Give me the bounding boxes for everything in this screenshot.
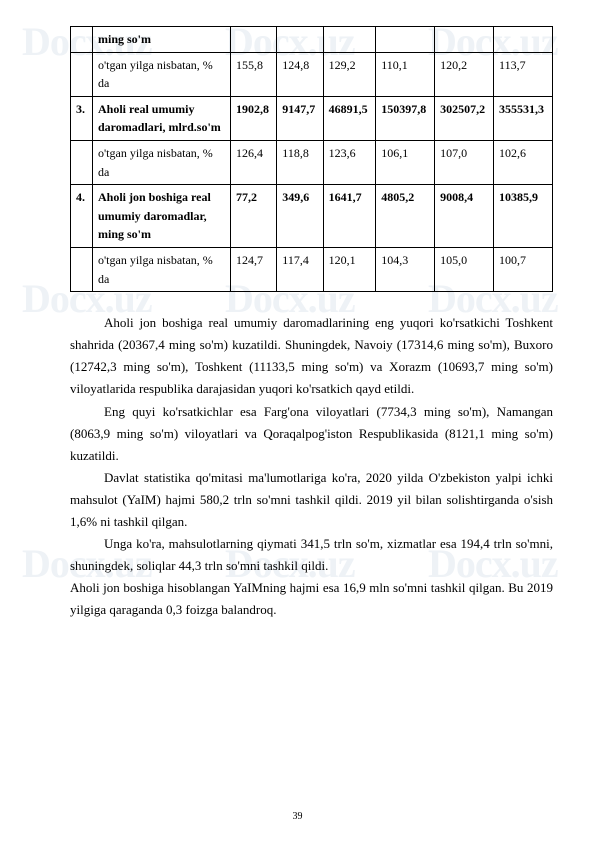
row-number: 3.	[71, 96, 93, 140]
cell-value: 302507,2	[435, 96, 494, 140]
cell-value	[231, 27, 277, 53]
cell-value: 10385,9	[494, 185, 553, 248]
cell-value: 9147,7	[277, 96, 323, 140]
cell-value: 106,1	[376, 140, 435, 184]
cell-value: 102,6	[494, 140, 553, 184]
paragraph: Eng quyi ko'rsatkichlar esa Farg'ona vil…	[70, 401, 553, 467]
row-number	[71, 52, 93, 96]
paragraph: Davlat statistika qo'mitasi ma'lumotlari…	[70, 467, 553, 533]
cell-value: 150397,8	[376, 96, 435, 140]
row-label: ming so'm	[93, 27, 231, 53]
cell-value: 1641,7	[323, 185, 376, 248]
cell-value: 118,8	[277, 140, 323, 184]
cell-value: 124,8	[277, 52, 323, 96]
row-label: Aholi real umumiy daromadlari, mlrd.so'm	[93, 96, 231, 140]
paragraph: Unga ko'ra, mahsulotlarning qiymati 341,…	[70, 533, 553, 577]
table-row: 4.Aholi jon boshiga real umumiy daromadl…	[71, 185, 553, 248]
row-label: Aholi jon boshiga real umumiy daromadlar…	[93, 185, 231, 248]
cell-value: 155,8	[231, 52, 277, 96]
table-row: o'tgan yilga nisbatan, % da124,7117,4120…	[71, 247, 553, 291]
paragraph: Aholi jon boshiga hisoblangan YaIMning h…	[70, 577, 553, 621]
cell-value: 123,6	[323, 140, 376, 184]
table-row: o'tgan yilga nisbatan, % da126,4118,8123…	[71, 140, 553, 184]
cell-value: 120,1	[323, 247, 376, 291]
row-number	[71, 27, 93, 53]
cell-value: 104,3	[376, 247, 435, 291]
paragraph: Aholi jon boshiga real umumiy daromadlar…	[70, 312, 553, 400]
body-text: Aholi jon boshiga real umumiy daromadlar…	[70, 312, 553, 621]
cell-value: 117,4	[277, 247, 323, 291]
data-table: ming so'mo'tgan yilga nisbatan, % da155,…	[70, 26, 553, 292]
cell-value: 46891,5	[323, 96, 376, 140]
row-number	[71, 140, 93, 184]
cell-value	[323, 27, 376, 53]
cell-value: 110,1	[376, 52, 435, 96]
cell-value: 126,4	[231, 140, 277, 184]
row-label: o'tgan yilga nisbatan, % da	[93, 140, 231, 184]
row-label: o'tgan yilga nisbatan, % da	[93, 247, 231, 291]
cell-value	[277, 27, 323, 53]
cell-value: 120,2	[435, 52, 494, 96]
cell-value: 9008,4	[435, 185, 494, 248]
cell-value: 100,7	[494, 247, 553, 291]
table-row: 3.Aholi real umumiy daromadlari, mlrd.so…	[71, 96, 553, 140]
cell-value	[376, 27, 435, 53]
cell-value: 113,7	[494, 52, 553, 96]
table-row: ming so'm	[71, 27, 553, 53]
cell-value: 124,7	[231, 247, 277, 291]
cell-value: 77,2	[231, 185, 277, 248]
table-row: o'tgan yilga nisbatan, % da155,8124,8129…	[71, 52, 553, 96]
row-number: 4.	[71, 185, 93, 248]
cell-value	[435, 27, 494, 53]
cell-value: 1902,8	[231, 96, 277, 140]
cell-value: 355531,3	[494, 96, 553, 140]
cell-value: 349,6	[277, 185, 323, 248]
page-content: ming so'mo'tgan yilga nisbatan, % da155,…	[0, 0, 595, 621]
cell-value: 129,2	[323, 52, 376, 96]
cell-value: 4805,2	[376, 185, 435, 248]
row-label: o'tgan yilga nisbatan, % da	[93, 52, 231, 96]
page-number: 39	[0, 811, 595, 822]
cell-value: 105,0	[435, 247, 494, 291]
cell-value: 107,0	[435, 140, 494, 184]
cell-value	[494, 27, 553, 53]
row-number	[71, 247, 93, 291]
